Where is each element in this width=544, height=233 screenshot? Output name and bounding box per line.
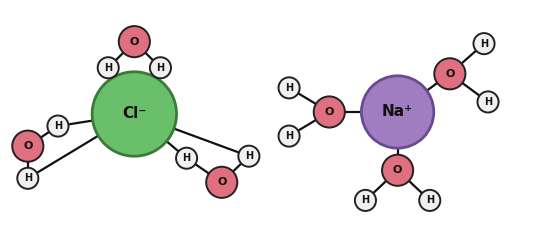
Circle shape [434,58,466,89]
Circle shape [238,146,259,167]
Text: H: H [245,151,253,161]
Circle shape [279,126,300,147]
Text: Na⁺: Na⁺ [382,104,413,120]
Text: H: H [480,39,488,49]
Circle shape [92,72,177,156]
Text: H: H [54,121,62,131]
Text: O: O [217,177,226,187]
Text: O: O [325,107,334,117]
Text: O: O [129,37,139,47]
Circle shape [206,167,237,198]
Text: H: H [484,97,492,107]
Text: H: H [104,63,112,73]
Circle shape [361,76,434,148]
Circle shape [419,190,440,211]
Text: H: H [183,153,190,163]
Text: H: H [24,173,32,183]
Circle shape [314,96,345,127]
Circle shape [98,57,119,78]
Text: H: H [285,83,293,93]
Text: H: H [361,195,369,206]
Text: H: H [157,63,164,73]
Circle shape [355,190,376,211]
Circle shape [279,77,300,98]
Circle shape [17,168,39,189]
Circle shape [150,57,171,78]
Circle shape [13,130,44,162]
Circle shape [176,148,197,169]
Circle shape [382,155,413,186]
Text: H: H [285,131,293,141]
Circle shape [473,33,494,54]
Text: O: O [23,141,33,151]
Text: H: H [426,195,434,206]
Circle shape [47,116,69,137]
Circle shape [119,26,150,57]
Text: O: O [393,165,403,175]
Text: Cl⁻: Cl⁻ [122,106,146,121]
Circle shape [478,91,499,113]
Text: O: O [445,69,455,79]
